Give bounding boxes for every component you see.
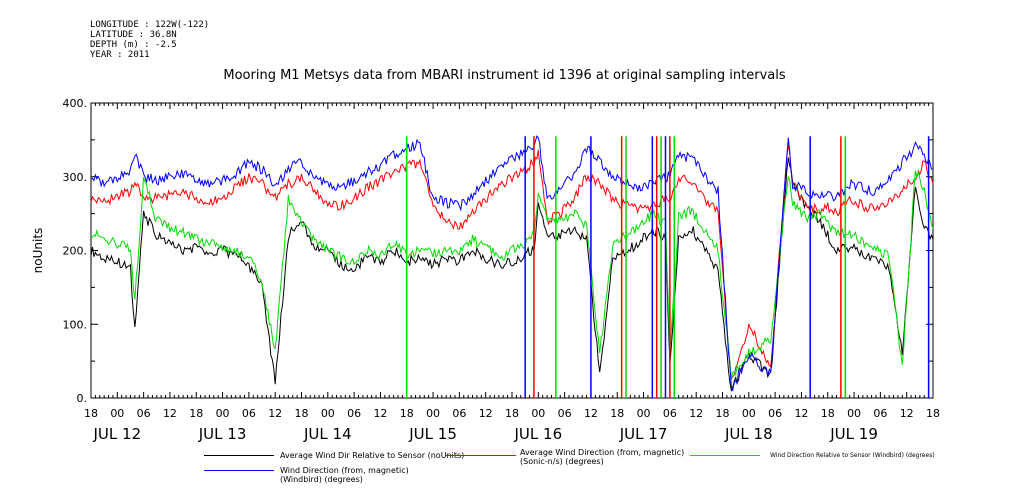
x-hour-label: 12 [689,407,703,420]
legend-label: Average Wind Dir Relative to Sensor (noU… [280,451,465,460]
year-text: YEAR : 2011 [90,50,150,60]
x-day-label: JUL 18 [724,425,773,443]
x-hour-label: 18 [716,407,730,420]
x-hour-label: 06 [663,407,677,420]
y-tick-label: 300. [63,171,88,184]
x-day-label: JUL 17 [619,425,668,443]
x-hour-label: 06 [558,407,572,420]
x-hour-label: 06 [137,407,151,420]
legend-entry-green: Wind Direction Relative to Sensor (Windb… [770,451,935,460]
metadata-block: LONGITUDE : 122W(-122) LATITUDE : 36.8N … [90,20,209,60]
y-tick-label: 400. [63,97,88,110]
x-hour-label: 12 [163,407,177,420]
x-hour-label: 18 [400,407,414,420]
depth-text: DEPTH (m) : -2.5 [90,40,177,50]
x-hour-label: 18 [926,407,940,420]
legend-entry-blue: Wind Direction (from, magnetic) (Windbir… [280,466,440,484]
x-hour-label: 06 [242,407,256,420]
x-hour-label: 06 [873,407,887,420]
series-line-2 [90,170,934,381]
x-hour-label: 06 [347,407,361,420]
x-hour-label: 00 [110,407,124,420]
legend-entry-black: Average Wind Dir Relative to Sensor (noU… [280,451,464,460]
x-hour-label: 12 [373,407,387,420]
legend-label: Average Wind Direction (from, magnetic) … [520,448,685,466]
legend-entry-red: Average Wind Direction (from, magnetic) … [520,448,700,466]
series-line-0 [90,157,934,393]
x-hour-label: 12 [584,407,598,420]
x-hour-label: 18 [821,407,835,420]
x-day-label: JUL 19 [829,425,878,443]
x-day-label: JUL 16 [514,425,563,443]
legend-swatch-red [446,455,516,456]
x-hour-label: 12 [268,407,282,420]
y-tick-label: 0. [77,392,88,405]
x-hour-label: 00 [426,407,440,420]
x-hour-label: 18 [610,407,624,420]
chart-title: Mooring M1 Metsys data from MBARI instru… [223,68,786,83]
x-hour-label: 12 [479,407,493,420]
y-tick-label: 100. [63,318,88,331]
x-hour-label: 12 [900,407,914,420]
x-hour-label: 00 [847,407,861,420]
legend-swatch-black [204,455,274,456]
longitude-text: LONGITUDE : 122W(-122) [90,20,210,30]
x-hour-label: 06 [768,407,782,420]
x-hour-label: 12 [794,407,808,420]
x-day-label: JUL 15 [408,425,457,443]
x-hour-label: 00 [637,407,651,420]
x-hour-label: 18 [189,407,203,420]
legend-swatch-blue [204,470,274,471]
y-tick-label: 200. [63,245,88,258]
x-day-label: JUL 12 [93,425,142,443]
x-day-label: JUL 13 [198,425,247,443]
x-hour-label: 00 [216,407,230,420]
x-hour-label: 18 [295,407,309,420]
x-hour-label: 00 [321,407,335,420]
x-hour-label: 06 [452,407,466,420]
series-line-1 [90,144,934,381]
x-hour-label: 18 [84,407,98,420]
legend-swatch-green [690,455,760,456]
x-hour-label: 18 [505,407,519,420]
x-hour-label: 00 [742,407,756,420]
x-hour-label: 00 [531,407,545,420]
series-line-3 [90,135,934,391]
y-axis-label: noUnits [31,228,45,274]
latitude-text: LATITUDE : 36.8N [90,30,177,40]
x-day-label: JUL 14 [303,425,352,443]
legend-label: Wind Direction (from, magnetic) (Windbir… [280,466,409,484]
legend-label: Wind Direction Relative to Sensor (Windb… [770,452,935,459]
